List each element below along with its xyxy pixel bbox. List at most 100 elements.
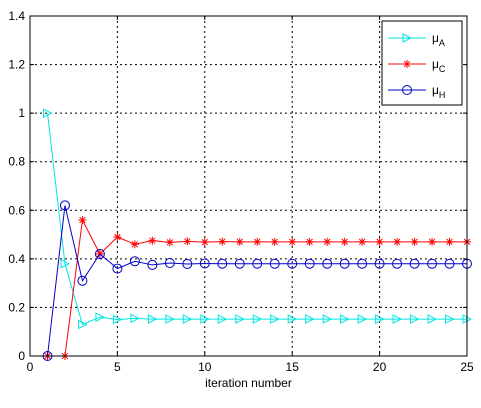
y-tick-label: 1.4 [8,9,25,23]
series-h-point [269,258,280,269]
series-a-point [235,314,245,324]
legend-label: μH [432,83,445,100]
legend-marker [402,85,412,95]
asterisk-stroke [306,238,313,246]
series-a-point [357,314,368,324]
series-a-point [95,312,106,322]
series-c-point [113,233,122,241]
legend-label: μA [432,31,445,48]
series-a-point [77,319,88,330]
x-tick-label: 15 [286,360,300,374]
asterisk-stroke [271,238,278,246]
asterisk-stroke [411,238,418,246]
series-h-point [444,258,455,269]
asterisk-stroke [428,238,436,246]
y-tick-label: 1.2 [8,58,25,72]
series-a-point [217,314,228,324]
asterisk-stroke [446,238,453,246]
asterisk-stroke [323,238,331,246]
series-a-point [60,258,71,269]
series-a-point [130,313,140,324]
series-c-point [165,238,174,247]
series-h-point [234,258,245,269]
series-a-point [305,314,315,324]
y-tick-label: 0 [18,349,25,363]
legend-marker [403,60,411,68]
series-c [43,216,471,360]
y-tick-label: 0.8 [8,155,25,169]
series-h-point [322,258,333,269]
series-a-point [270,314,280,324]
series-h-point [304,258,315,269]
legend-label: μC [432,57,446,74]
x-tick-label: 0 [27,360,34,374]
series-a-line [46,113,467,326]
legend-marker [402,33,413,43]
asterisk-stroke [393,238,401,246]
asterisk-stroke [236,238,243,246]
series-h-point [339,258,350,269]
legend-box [381,20,463,106]
series-a-point [375,314,385,324]
series-c-point [200,238,209,247]
asterisk-stroke [166,239,174,246]
series-a-point [445,314,455,324]
series-c-point [148,236,157,245]
asterisk-stroke [254,238,261,246]
series-h-point [217,258,228,269]
series-c-point [358,237,367,246]
series-c-point [393,237,402,246]
series-h-line [46,205,467,357]
series-h-point [182,258,193,269]
series-c-point [410,237,419,246]
series-a-point [200,314,210,324]
series-h-point [374,258,385,269]
series-c-point [253,237,262,246]
x-tick-label: 10 [198,360,212,374]
series-a-point [410,314,420,324]
series-a-point [147,314,158,324]
series-a-point [392,314,403,324]
series-group [42,108,473,361]
series-h-point [59,200,70,211]
series-c-point [270,237,279,246]
series-c-point [78,216,87,224]
series-h-point [392,258,403,269]
series-a-point [322,314,333,324]
series-c-point [428,237,437,246]
series-h-point [357,258,368,269]
asterisk-stroke [358,238,366,246]
series-c-point [340,237,349,246]
asterisk-stroke [289,238,296,246]
series-h-point [112,263,123,274]
series-a-point [287,314,298,324]
series-h-point [252,258,263,269]
series-a-point [165,314,175,324]
series-c-point [305,237,314,246]
series-h-point [164,257,175,268]
series-c-point [375,237,384,246]
series-a-point [427,314,438,324]
series-h-point [427,258,438,269]
asterisk-stroke [341,238,348,246]
series-a-point [112,314,123,325]
x-tick-label: 25 [460,360,474,374]
series-h-point [129,256,140,267]
series-c-point [323,237,332,246]
asterisk-stroke [149,237,156,244]
series-h-point [77,275,88,286]
series-a [42,108,473,330]
series-h-point [199,258,210,269]
series-a-point [340,314,350,324]
series-c-point [235,237,244,246]
series-a-point [182,314,193,324]
series-c-point [130,240,139,249]
series-c-point [218,237,227,246]
grid [30,16,467,356]
series-h-point [147,259,158,270]
x-tick-label: 20 [373,360,387,374]
series-a-point [42,108,53,118]
series-c-point [183,237,192,246]
